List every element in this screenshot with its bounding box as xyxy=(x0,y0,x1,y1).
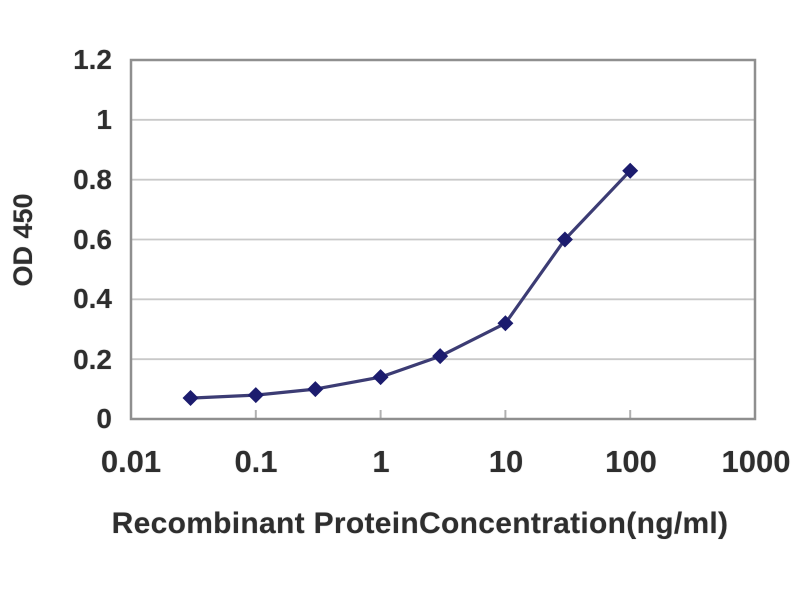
y-tick-label: 1.2 xyxy=(73,44,112,75)
y-tick-label: 0.8 xyxy=(73,164,112,195)
x-tick-label: 10 xyxy=(488,444,524,479)
y-tick-label: 0.4 xyxy=(73,283,112,314)
x-tick-label: 100 xyxy=(605,444,657,479)
y-tick-label: 0.6 xyxy=(73,224,112,255)
x-tick-label: 1000 xyxy=(721,444,791,479)
y-tick-label: 0 xyxy=(96,403,112,434)
x-tick-label: 0.01 xyxy=(100,444,162,479)
y-tick-label: 1 xyxy=(96,104,112,135)
x-axis-title: Recombinant ProteinConcentration(ng/ml) xyxy=(111,507,729,540)
y-tick-label: 0.2 xyxy=(73,344,112,375)
x-tick-label: 0.1 xyxy=(234,444,278,479)
x-tick-label: 1 xyxy=(372,444,390,479)
